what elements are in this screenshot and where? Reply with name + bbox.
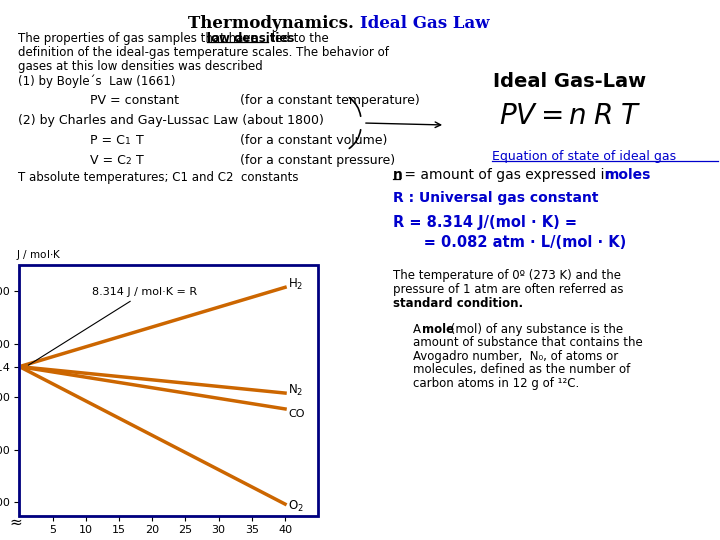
Text: molecules, defined as the number of: molecules, defined as the number of — [413, 363, 630, 376]
Text: Equation of state of ideal gas: Equation of state of ideal gas — [492, 150, 676, 163]
Text: H$_2$: H$_2$ — [288, 277, 304, 292]
Text: low densities: low densities — [207, 32, 294, 45]
Text: = 0.082 atm · L/(mol · K): = 0.082 atm · L/(mol · K) — [393, 235, 626, 250]
Text: 8.314 J / mol·K = R: 8.314 J / mol·K = R — [28, 287, 197, 365]
Text: $\mathit{PV = n\;R\;T}$: $\mathit{PV = n\;R\;T}$ — [499, 103, 642, 130]
Text: (1) by Boyle´s  Law (1661): (1) by Boyle´s Law (1661) — [18, 74, 176, 87]
Text: P = C: P = C — [90, 134, 125, 147]
Text: amount of substance that contains the: amount of substance that contains the — [413, 336, 643, 349]
Text: led to the: led to the — [268, 32, 329, 45]
Text: Ideal Gas Law: Ideal Gas Law — [360, 15, 490, 32]
Text: (for a constant volume): (for a constant volume) — [240, 134, 387, 147]
Text: O$_2$: O$_2$ — [288, 499, 304, 514]
Text: = amount of gas expressed in: = amount of gas expressed in — [400, 168, 618, 182]
Text: (for a constant pressure): (for a constant pressure) — [240, 154, 395, 167]
Text: The temperature of 0º (273 K) and the: The temperature of 0º (273 K) and the — [393, 269, 621, 282]
Text: (2) by Charles and Gay-Lussac Law (about 1800): (2) by Charles and Gay-Lussac Law (about… — [18, 114, 324, 127]
Text: V = C: V = C — [90, 154, 126, 167]
Text: CO: CO — [288, 409, 305, 419]
Text: N$_2$: N$_2$ — [288, 383, 304, 398]
Text: (mol) of any substance is the: (mol) of any substance is the — [447, 323, 623, 336]
Text: Ideal Gas-Law: Ideal Gas-Law — [493, 72, 647, 91]
Text: R = 8.314 J/(mol · K) =: R = 8.314 J/(mol · K) = — [393, 215, 577, 230]
Text: The properties of gas samples that have: The properties of gas samples that have — [18, 32, 261, 45]
Text: Avogadro number,  N₀, of atoms or: Avogadro number, N₀, of atoms or — [413, 350, 618, 363]
Text: gases at this low densities was described: gases at this low densities was describe… — [18, 60, 263, 73]
Text: T absolute temperatures; C1 and C2  constants: T absolute temperatures; C1 and C2 const… — [18, 171, 299, 184]
Text: n: n — [393, 168, 403, 182]
Text: pressure of 1 atm are often referred as: pressure of 1 atm are often referred as — [393, 283, 624, 296]
Text: moles: moles — [605, 168, 652, 182]
Text: T: T — [132, 134, 144, 147]
Text: PV = constant: PV = constant — [90, 94, 179, 107]
Text: ≈: ≈ — [10, 515, 22, 529]
Text: Thermodynamics.: Thermodynamics. — [189, 15, 360, 32]
Text: mole: mole — [422, 323, 454, 336]
Text: carbon atoms in 12 g of ¹²C.: carbon atoms in 12 g of ¹²C. — [413, 377, 580, 390]
Text: A: A — [413, 323, 425, 336]
Text: 2: 2 — [125, 157, 130, 166]
Text: R : Universal gas constant: R : Universal gas constant — [393, 191, 598, 205]
Text: J / mol$\cdot$K: J / mol$\cdot$K — [17, 248, 62, 262]
Text: standard condition.: standard condition. — [393, 297, 523, 310]
Text: T: T — [132, 154, 144, 167]
Text: 1: 1 — [125, 137, 131, 146]
Text: (for a constant temperature): (for a constant temperature) — [240, 94, 420, 107]
Text: definition of the ideal-gas temperature scales. The behavior of: definition of the ideal-gas temperature … — [18, 46, 389, 59]
